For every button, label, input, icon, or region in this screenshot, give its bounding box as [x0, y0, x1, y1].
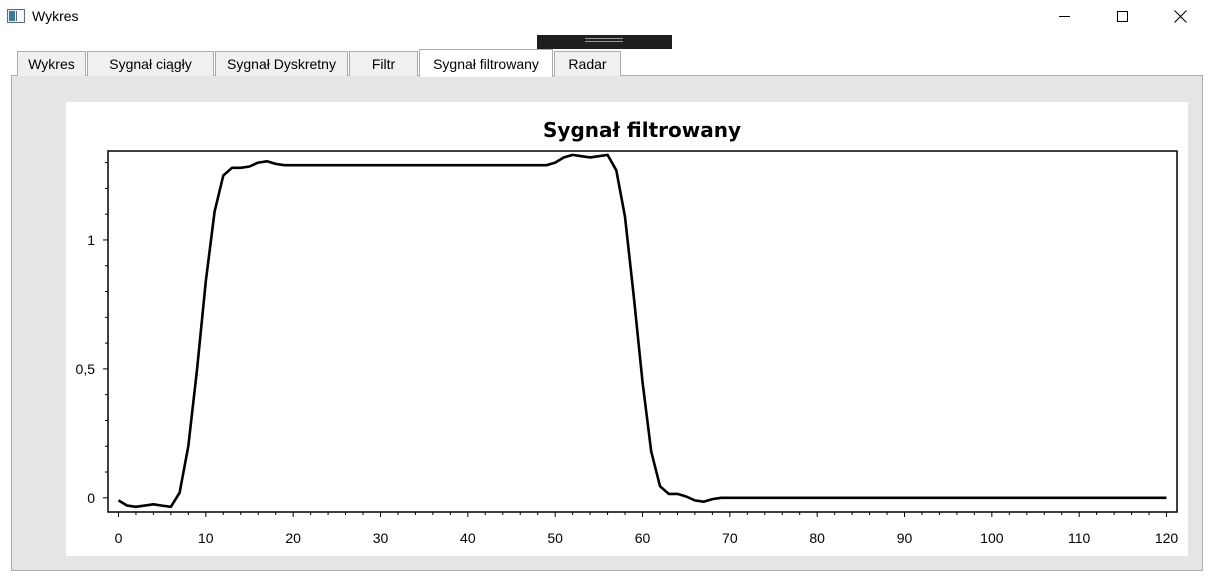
x-tick-label: 0 — [115, 530, 123, 546]
window-title: Wykres — [32, 8, 79, 24]
x-tick-label: 70 — [722, 530, 738, 546]
y-tick-label: 1 — [87, 232, 95, 248]
x-tick-label: 50 — [547, 530, 563, 546]
x-tick-label: 30 — [373, 530, 389, 546]
x-tick-label: 10 — [198, 530, 214, 546]
tab-label: Radar — [568, 56, 607, 72]
series-line — [117, 153, 1167, 509]
tab-label: Sygnał ciągły — [109, 56, 192, 72]
tab-label: Sygnał filtrowany — [433, 55, 539, 72]
tab-sygnal-filtrowany[interactable]: Sygnał filtrowany — [419, 49, 553, 77]
tab-label: Filtr — [371, 56, 396, 72]
tab-radar[interactable]: Radar — [554, 51, 621, 76]
tab-filtr[interactable]: Filtr — [349, 51, 418, 76]
drag-handle[interactable] — [537, 35, 672, 49]
maximize-icon — [1116, 10, 1128, 22]
y-tick-label: 0 — [87, 490, 95, 506]
x-tick-label: 110 — [1068, 530, 1091, 546]
x-tick-label: 80 — [809, 530, 825, 546]
plot-frame — [107, 150, 1178, 513]
x-tick-label: 20 — [285, 530, 301, 546]
x-tick-label: 100 — [980, 530, 1004, 546]
tab-sygnal-ciagly[interactable]: Sygnał ciągły — [87, 51, 214, 76]
tab-label: Sygnał Dyskretny — [227, 56, 336, 72]
chart-area — [66, 102, 1188, 556]
y-tick-label: 0,5 — [76, 361, 96, 377]
title-bar: Wykres — [0, 0, 1209, 32]
close-icon — [1173, 9, 1187, 23]
chart-title: Sygnał filtrowany — [543, 118, 741, 142]
minimize-icon — [1058, 15, 1070, 17]
x-tick-label: 120 — [1155, 530, 1179, 546]
tab-sygnal-dyskretny[interactable]: Sygnał Dyskretny — [215, 51, 348, 76]
tab-wykres[interactable]: Wykres — [17, 51, 86, 76]
x-tick-label: 40 — [460, 530, 476, 546]
app-window-icon — [7, 9, 25, 23]
minimize-button[interactable] — [1041, 0, 1087, 32]
maximize-button[interactable] — [1099, 0, 1145, 32]
tab-label: Wykres — [28, 56, 75, 72]
grip-icon — [585, 38, 623, 42]
x-tick-label: 90 — [897, 530, 913, 546]
x-tick-label: 60 — [635, 530, 651, 546]
close-button[interactable] — [1157, 0, 1203, 32]
